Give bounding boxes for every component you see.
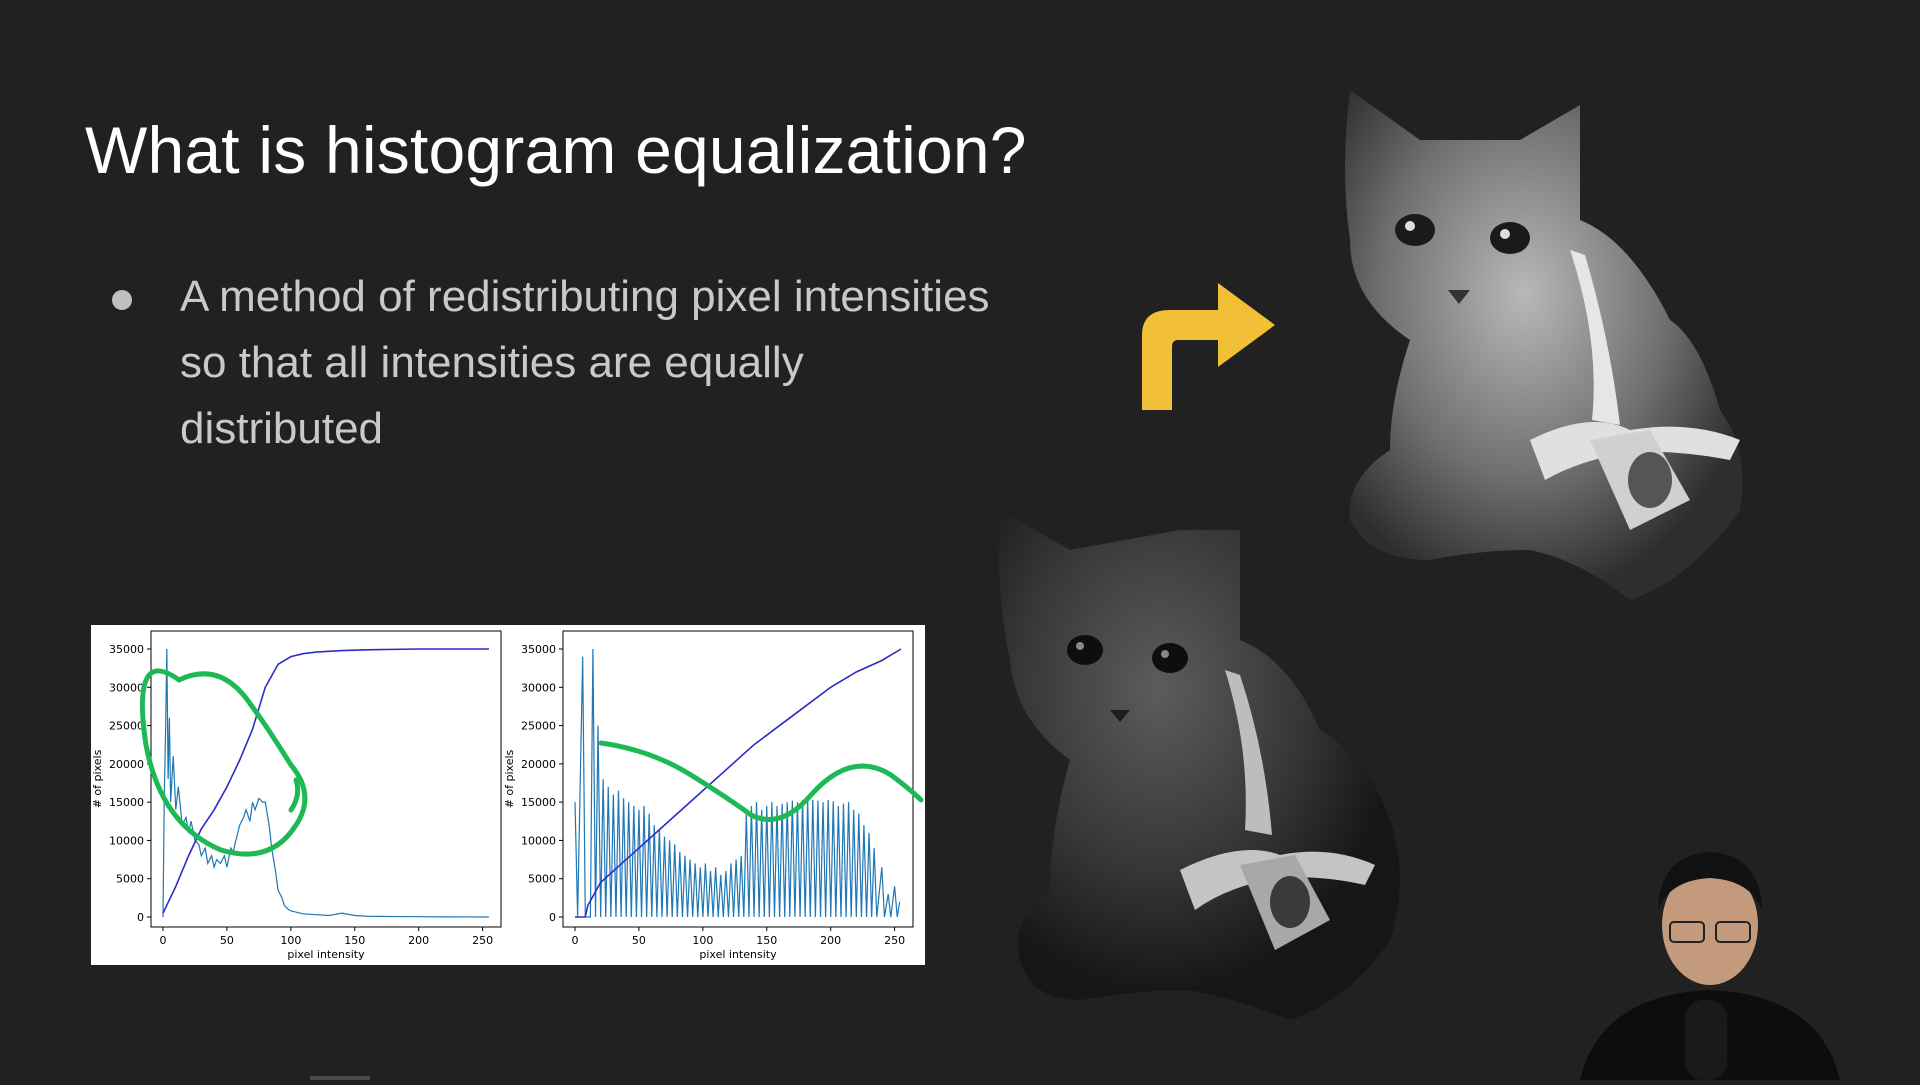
x-axis-label: pixel intensity — [699, 948, 777, 961]
y-axis-label: # of pixels — [91, 749, 104, 808]
y-tick-label: 20000 — [109, 758, 144, 771]
hand-drawn-annotation — [139, 668, 924, 857]
y-tick-label: 0 — [549, 911, 556, 924]
y-tick-label: 10000 — [109, 834, 144, 847]
microphone-icon — [1685, 1000, 1727, 1080]
histogram-charts-panel: 0 5000 10000 15000 20000 25000 30000 35000 0 50 10… — [91, 625, 925, 965]
y-tick-label: 20000 — [521, 758, 556, 771]
cdf-line — [575, 648, 902, 918]
annotation-curve — [598, 740, 924, 822]
x-tick-label: 50 — [220, 934, 234, 947]
equalized-kitten-image — [1330, 80, 1850, 645]
curved-arrow-icon — [1130, 265, 1280, 420]
original-kitten-image — [990, 500, 1510, 1065]
x-tick-label: 0 — [160, 934, 167, 947]
plot-frame — [562, 630, 914, 928]
x-tick-label: 150 — [756, 934, 777, 947]
y-tick-label: 15000 — [109, 796, 144, 809]
y-tick-label: 30000 — [109, 681, 144, 694]
slide-title: What is histogram equalization? — [85, 113, 1027, 187]
bullet-text: A method of redistributing pixel intensi… — [180, 272, 990, 453]
x-tick-label: 200 — [408, 934, 429, 947]
cdf-line — [162, 648, 489, 914]
chart-2: 0 5000 10000 15000 20000 25000 30000 35000 0 50 10… — [503, 630, 914, 961]
y-tick-label: 25000 — [109, 720, 144, 733]
x-tick-label: 100 — [692, 934, 713, 947]
x-tick-label: 100 — [280, 934, 301, 947]
annotation-tail — [288, 777, 301, 813]
plot-frame — [150, 630, 502, 928]
y-axis-label: # of pixels — [503, 749, 516, 808]
histogram-line — [574, 648, 901, 918]
x-tick-label: 50 — [632, 934, 646, 947]
y-tick-label: 10000 — [521, 834, 556, 847]
x-tick-label: 0 — [572, 934, 579, 947]
histogram-line — [162, 648, 490, 918]
annotation-loop — [139, 668, 308, 857]
bullet-dot — [112, 290, 132, 310]
y-tick-label: 5000 — [528, 873, 556, 886]
x-tick-label: 250 — [472, 934, 493, 947]
y-tick-label: 35000 — [109, 643, 144, 656]
x-tick-label: 250 — [884, 934, 905, 947]
y-tick-label: 35000 — [521, 643, 556, 656]
x-tick-label: 200 — [820, 934, 841, 947]
presenter-webcam — [1560, 830, 1850, 1085]
y-tick-label: 5000 — [116, 873, 144, 886]
y-tick-label: 30000 — [521, 681, 556, 694]
chart-1: 0 5000 10000 15000 20000 25000 30000 35000 0 50 10… — [91, 630, 502, 961]
y-tick-label: 15000 — [521, 796, 556, 809]
x-axis-label: pixel intensity — [287, 948, 365, 961]
x-tick-label: 150 — [344, 934, 365, 947]
y-tick-label: 25000 — [521, 720, 556, 733]
progress-marker — [310, 1076, 370, 1080]
y-tick-label: 0 — [137, 911, 144, 924]
